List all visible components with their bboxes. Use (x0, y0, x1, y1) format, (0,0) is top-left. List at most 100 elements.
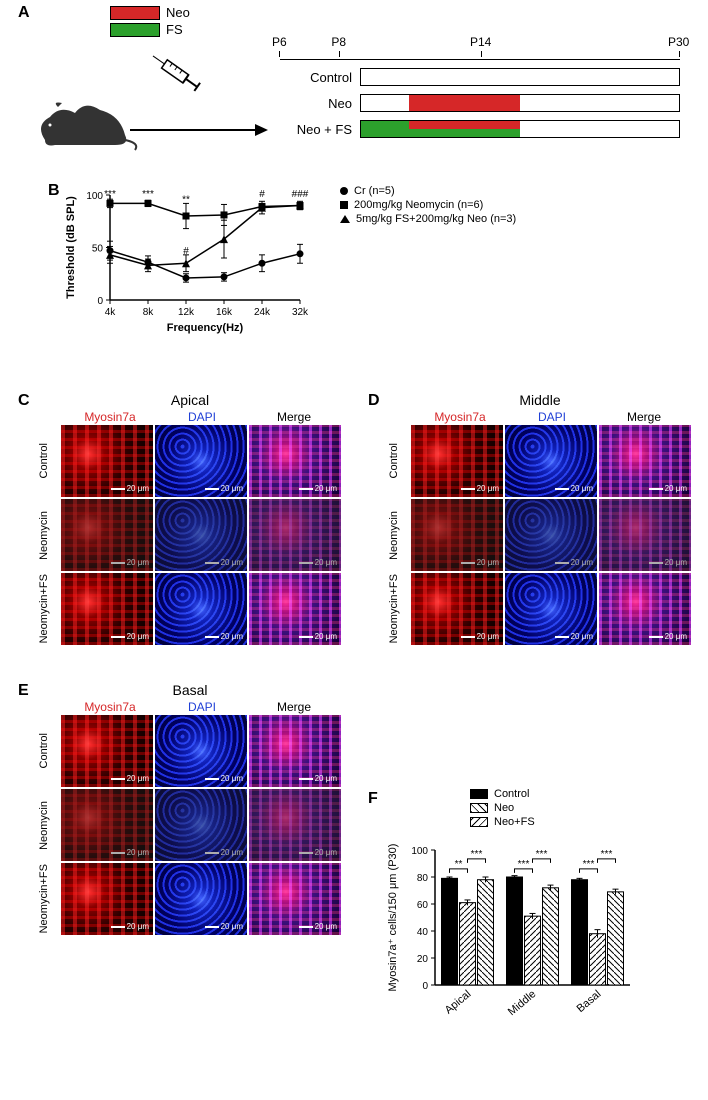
micrograph: 20 μm (505, 425, 597, 497)
timeline-row-label: Neo (280, 96, 360, 111)
panel-a: Neo FS P6P8P14P30 ControlNeoNeo + FS (20, 5, 680, 165)
scale-bar: 20 μm (299, 922, 337, 931)
scale-bar: 20 μm (111, 774, 149, 783)
svg-text:Basal: Basal (575, 988, 604, 1015)
timeline-bar (360, 120, 680, 138)
micro-row: Control 20 μm 20 μm 20 μm (388, 424, 692, 498)
bar-legend-label: Control (494, 788, 529, 800)
legend-label: Cr (n=5) (354, 185, 395, 197)
svg-text:80: 80 (417, 873, 429, 884)
scale-bar: 20 μm (555, 484, 593, 493)
micro-row-label: Neomycin+FS (38, 864, 60, 933)
micrograph: 20 μm (599, 425, 691, 497)
svg-text:Middle: Middle (506, 988, 539, 1018)
arrow-icon (130, 120, 270, 140)
bar-legend-row: Control (470, 788, 535, 800)
svg-text:Frequency(Hz): Frequency(Hz) (167, 322, 244, 334)
micrograph: 20 μm (599, 499, 691, 571)
scale-bar: 20 μm (111, 484, 149, 493)
svg-text:0: 0 (97, 296, 103, 307)
region-title: Apical (38, 392, 342, 408)
scale-bar: 20 μm (461, 484, 499, 493)
micro-row-label: Neomycin+FS (388, 574, 410, 643)
scale-bar: 20 μm (461, 558, 499, 567)
panel-e: BasalMyosin7aDAPIMergeControl20 μm20 μm2… (38, 682, 342, 936)
svg-text:***: *** (601, 849, 613, 860)
micro-row: Neomycin+FS20 μm20 μm20 μm (38, 572, 342, 646)
timeline-row-label: Neo + FS (280, 122, 360, 137)
timeline: P6P8P14P30 ControlNeoNeo + FS (280, 35, 680, 144)
scale-bar: 20 μm (649, 558, 687, 567)
panel-f: ControlNeoNeo+FS 020406080100Myosin7a⁺ c… (380, 790, 690, 1080)
scale-bar: 20 μm (205, 848, 243, 857)
scale-bar: 20 μm (299, 848, 337, 857)
micro-column-header: DAPI (156, 410, 248, 424)
svg-text:**: ** (455, 859, 463, 870)
micrograph: 20 μm (599, 573, 691, 645)
svg-text:***: *** (583, 859, 595, 870)
scale-bar: 20 μm (299, 558, 337, 567)
timeline-bar (360, 68, 680, 86)
region-title: Middle (388, 392, 692, 408)
scale-bar: 20 μm (111, 632, 149, 641)
timeline-row: Neo (280, 92, 680, 114)
micrograph: 20 μm (411, 573, 503, 645)
micro-row-label: Neomycin (38, 511, 60, 560)
panel-label-c: C (18, 392, 30, 410)
micro-row-label: Neomycin (38, 801, 60, 850)
scale-bar: 20 μm (111, 922, 149, 931)
svg-text:***: *** (142, 189, 154, 200)
bar-legend-row: Neo+FS (470, 816, 535, 828)
micrograph: 20 μm (505, 573, 597, 645)
scale-bar: 20 μm (205, 484, 243, 493)
timeline-segment (361, 121, 409, 137)
svg-text:Myosin7a⁺ cells/150 μm (P30): Myosin7a⁺ cells/150 μm (P30) (387, 844, 399, 992)
scale-bar: 20 μm (111, 558, 149, 567)
bar-legend-swatch (470, 803, 488, 813)
timeline-segment (409, 129, 520, 137)
legend-neo: Neo (110, 5, 190, 20)
svg-text:#: # (259, 189, 265, 200)
scale-bar: 20 μm (111, 848, 149, 857)
panel-label-d: D (368, 392, 380, 410)
micro-column-header: Myosin7a (414, 410, 506, 424)
scale-bar: 20 μm (299, 774, 337, 783)
panel-d: MiddleMyosin7aDAPIMergeControl20 μm20 μm… (388, 392, 692, 646)
micro-column-header: Merge (248, 410, 340, 424)
timeline-segment (409, 121, 520, 129)
scale-bar: 20 μm (555, 558, 593, 567)
legend-marker (340, 215, 350, 223)
bar-legend-label: Neo (494, 802, 514, 814)
micrograph: 20 μm (411, 425, 503, 497)
svg-text:Apical: Apical (443, 988, 474, 1016)
legend-fs-label: FS (166, 22, 183, 37)
micrograph: 20 μm (61, 573, 153, 645)
micro-column-header: Myosin7a (64, 410, 156, 424)
line-chart: 0501004k8k12k16k24k32kFrequency(Hz)Thres… (60, 185, 330, 370)
svg-text:Threshold (dB SPL): Threshold (dB SPL) (65, 196, 77, 299)
micro-row-label: Control (38, 733, 60, 768)
legend-fs: FS (110, 22, 190, 37)
micrograph: 20 μm (61, 499, 153, 571)
svg-text:20: 20 (417, 954, 429, 965)
swatch-fs (110, 23, 160, 37)
timepoint-label: P14 (470, 35, 491, 49)
bar-chart: 020406080100Myosin7a⁺ cells/150 μm (P30)… (380, 840, 690, 1100)
micrograph: 20 μm (61, 789, 153, 861)
micrograph: 20 μm (411, 499, 503, 571)
bar-legend-label: Neo+FS (494, 816, 535, 828)
micrograph: 20 μm (155, 715, 247, 787)
svg-text:16k: 16k (216, 307, 233, 318)
micro-row-label: Control (38, 443, 60, 478)
timeline-bar (360, 94, 680, 112)
svg-text:50: 50 (92, 244, 104, 255)
scale-bar: 20 μm (649, 484, 687, 493)
timepoint-label: P6 (272, 35, 287, 49)
timeline-row-label: Control (280, 70, 360, 85)
micro-row-label: Control (388, 443, 410, 478)
micrograph: 20 μm (249, 715, 341, 787)
legend-label: 200mg/kg Neomycin (n=6) (354, 199, 483, 211)
micrograph: 20 μm (61, 715, 153, 787)
micro-row: Neomycin 20 μm 20 μm 20 μm (38, 788, 342, 862)
micrograph: 20 μm (61, 425, 153, 497)
